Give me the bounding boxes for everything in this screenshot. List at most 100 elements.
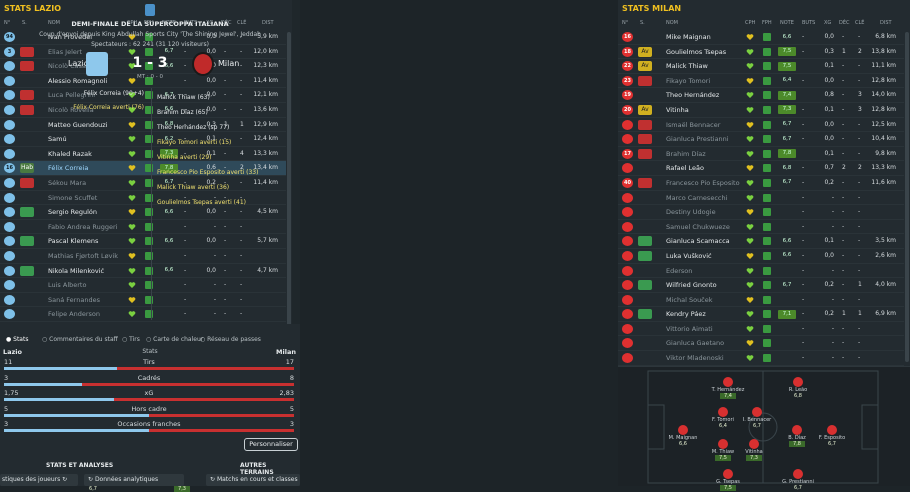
player-name[interactable]: Fabio Andrea Ruggeri: [48, 222, 118, 231]
col-xg[interactable]: XG: [206, 20, 214, 26]
player-name[interactable]: Felipe Anderson: [48, 310, 101, 319]
col-note[interactable]: NOTE: [780, 20, 794, 26]
table-row[interactable]: Gianluca Prestianni 6,7-0,0- -10,4 km: [618, 132, 904, 147]
player-name[interactable]: Gianluca Prestianni: [666, 135, 729, 144]
player-name[interactable]: Pascal Klemens: [48, 237, 99, 246]
customize-button[interactable]: Personnaliser: [244, 438, 298, 451]
player-name[interactable]: Malick Thiaw: [666, 62, 708, 71]
player-name[interactable]: Elias Jelert: [48, 47, 83, 56]
player-marker[interactable]: [749, 439, 759, 449]
col-cph[interactable]: CPH: [127, 20, 138, 26]
table-row[interactable]: 19 Theo Hernández 7,4 0,8- 3 14,0 km: [618, 88, 904, 103]
table-row[interactable]: 17 Brahim Díaz 7,8 0,1- -9,8 km: [618, 147, 904, 162]
player-name[interactable]: Khaled Razak: [48, 149, 92, 158]
player-name[interactable]: Alessio Romagnoli: [48, 76, 108, 85]
table-row[interactable]: Rafael Leão 6,8 - 0,7 2 2 13,3 km: [618, 161, 904, 176]
col-cle[interactable]: CLÉ: [855, 20, 865, 26]
player-name[interactable]: Marco Carnesecchi: [666, 193, 728, 202]
col-xg[interactable]: XG: [824, 20, 832, 26]
player-marker[interactable]: [752, 407, 762, 417]
player-marker[interactable]: [827, 425, 837, 435]
table-row[interactable]: 16 Mike Maignan 6,6 - 0,0 - - 6,8 km: [618, 30, 904, 45]
table-row[interactable]: Marco Carnesecchi - - - -: [618, 191, 904, 206]
player-name[interactable]: Luis Alberto: [48, 281, 87, 290]
player-stats-button[interactable]: stiques des joueurs ↻: [0, 474, 78, 486]
col-fph[interactable]: FPH: [144, 20, 154, 26]
tab-0[interactable]: ● Stats: [6, 336, 29, 343]
table-row[interactable]: 94 Ivan Provedel - 0,0 - - 5,9 km: [0, 30, 286, 45]
player-name[interactable]: Nicolò Rovella: [48, 105, 94, 114]
table-row[interactable]: Luca Pellegrini 6,7-0,0- -12,1 km: [0, 88, 286, 103]
table-row[interactable]: 40 Francesco Pio Esposito 6,7-0,2- -11,6 km: [618, 176, 904, 191]
player-name[interactable]: Sergio Regulón: [48, 208, 98, 217]
table-row[interactable]: Matteo Guendouzi 6,8 - 0,3 1 1 12,9 km: [0, 118, 286, 133]
player-name[interactable]: Destiny Udogie: [666, 208, 716, 217]
col-note[interactable]: NOTE: [162, 20, 176, 26]
player-name[interactable]: Fikayo Tomori: [666, 76, 711, 85]
player-marker[interactable]: [723, 377, 733, 387]
player-name[interactable]: Samú: [48, 135, 67, 144]
table-row[interactable]: Gianluca Gaetano - - - -: [618, 336, 904, 352]
player-name[interactable]: Gianluca Gaetano: [666, 339, 725, 348]
table-row[interactable]: Luka Vušković 6,6-0,0- -2,6 km: [618, 249, 904, 264]
table-row[interactable]: 3 Elias Jelert 6,7-0,0- -12,0 km: [0, 45, 286, 60]
player-marker[interactable]: [718, 407, 728, 417]
player-name[interactable]: Mike Maignan: [666, 33, 711, 41]
player-marker[interactable]: [678, 425, 688, 435]
player-name[interactable]: Vitinha: [666, 105, 689, 114]
table-row[interactable]: Fabio Andrea Ruggeri - - - -: [0, 220, 286, 235]
tab-2[interactable]: ○ Tirs: [122, 336, 140, 343]
table-row[interactable]: 23 Fikayo Tomori 6,4-0,0- -12,8 km: [618, 74, 904, 89]
player-name[interactable]: Nicolò Casale: [48, 62, 92, 71]
table-row[interactable]: Simone Scuffet - - - -: [0, 191, 286, 206]
player-name[interactable]: Goulielmos Tsepas: [666, 47, 727, 56]
player-name[interactable]: Kendry Páez: [666, 310, 706, 319]
analytics-button[interactable]: ↻ Données analytiques: [84, 474, 184, 486]
col-dec[interactable]: DÉC: [221, 20, 232, 26]
table-row[interactable]: Sékou Mara 6,7-0,2- -11,4 km: [0, 176, 286, 191]
player-name[interactable]: Rafael Leão: [666, 164, 704, 173]
table-row[interactable]: Gianluca Scamacca 6,6-0,1- -3,5 km: [618, 234, 904, 249]
col-cle[interactable]: CLÉ: [237, 20, 247, 26]
player-name[interactable]: Gianluca Scamacca: [666, 237, 730, 246]
col-number[interactable]: N°: [4, 20, 11, 26]
player-name[interactable]: Francesco Pio Esposito: [666, 178, 740, 187]
player-name[interactable]: Simone Scuffet: [48, 193, 98, 202]
player-name[interactable]: Samuel Chukwueze: [666, 222, 730, 231]
col-goals[interactable]: BUTS: [184, 20, 198, 26]
table-row[interactable]: Kendry Páez 7,1- 0,2 1 1 6,9 km: [618, 307, 904, 322]
table-row[interactable]: Samuel Chukwueze - - - -: [618, 220, 904, 235]
table-row[interactable]: 18 Av Goulielmos Tsepas 7,5- 0,3 1 2 13,8 km: [618, 45, 904, 60]
player-name[interactable]: Sékou Mara: [48, 178, 87, 187]
player-name[interactable]: Brahim Díaz: [666, 149, 706, 158]
col-name[interactable]: NOM: [48, 20, 60, 26]
player-name[interactable]: Ismaël Bennacer: [666, 120, 721, 129]
col-dist[interactable]: DIST: [262, 20, 274, 26]
table-row[interactable]: Nikola Milenković 6,6-0,0- -4,7 km: [0, 264, 286, 279]
table-row[interactable]: 20 Av Vitinha 7,3-0,1-3 12,8 km: [618, 103, 904, 118]
col-dec[interactable]: DÉC: [839, 20, 850, 26]
col-dist[interactable]: DIST: [880, 20, 892, 26]
col-status[interactable]: S.: [640, 20, 645, 26]
col-status[interactable]: S.: [22, 20, 27, 26]
table-row[interactable]: Sergio Regulón 6,6-0,0- -4,5 km: [0, 205, 286, 220]
table-row[interactable]: Pascal Klemens 6,6-0,0- -5,7 km: [0, 234, 286, 249]
player-name[interactable]: Michal Souček: [666, 295, 713, 304]
table-row[interactable]: Alessio Romagnoli -0,0- -11,4 km: [0, 74, 286, 89]
player-name[interactable]: Mathias Fjørtoft Løvik: [48, 251, 119, 260]
player-name[interactable]: Nikola Milenković: [48, 266, 105, 275]
table-row[interactable]: Saná Fernandes - - - -: [0, 293, 286, 308]
player-name[interactable]: Viktor Mladenoski: [666, 354, 724, 363]
player-marker[interactable]: [793, 377, 803, 387]
player-name[interactable]: Saná Fernandes: [48, 295, 100, 304]
home-team-name[interactable]: Lazio: [68, 59, 89, 68]
tab-3[interactable]: ○ Carte de chaleur: [146, 336, 204, 343]
table-row[interactable]: Destiny Udogie - - - -: [618, 205, 904, 220]
col-cph[interactable]: CPH: [745, 20, 756, 26]
col-name[interactable]: NOM: [666, 20, 678, 26]
scrollbar[interactable]: [287, 32, 291, 362]
table-row[interactable]: 22 Av Malick Thiaw 7,5 0,1- -11,1 km: [618, 59, 904, 74]
live-matches-button[interactable]: ↻ Matchs en cours et classes: [206, 474, 300, 486]
player-name[interactable]: Wilfried Gnonto: [666, 281, 717, 290]
player-name[interactable]: Ivan Provedel: [48, 33, 93, 41]
